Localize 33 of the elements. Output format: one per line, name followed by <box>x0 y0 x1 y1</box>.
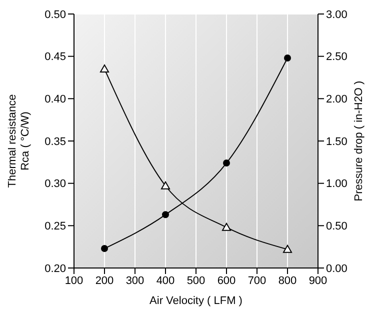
y2-axis-title: Pressure drop ( in-H2O ) <box>353 80 365 202</box>
y-tick-label: 0.20 <box>44 262 66 275</box>
x-tick-label: 200 <box>95 274 114 287</box>
y2-tick-label: 1.00 <box>326 178 348 190</box>
x-tick-label: 900 <box>308 274 328 287</box>
x-tick-label: 700 <box>248 274 266 287</box>
x-tick-label: 600 <box>217 274 236 287</box>
x-tick-label: 500 <box>186 274 206 287</box>
y2-tick-label: 2.50 <box>326 51 348 64</box>
x-tick-label: 100 <box>64 274 84 287</box>
x-tick-label: 400 <box>156 274 175 287</box>
point <box>223 160 230 167</box>
point <box>284 54 291 62</box>
y2-tick-label: 2.00 <box>326 94 348 106</box>
y-tick-label: 0.50 <box>44 8 66 21</box>
point <box>100 64 109 73</box>
x-axis-title: Air Velocity ( LFM ) <box>150 295 242 307</box>
y-tick-label: 0.25 <box>44 220 66 233</box>
y2-tick-label: 0.50 <box>326 220 348 233</box>
x-tick-label: 300 <box>126 274 144 287</box>
x-tick-label: 800 <box>278 274 297 287</box>
point <box>101 245 108 252</box>
y-tick-label: 0.40 <box>44 94 66 106</box>
point <box>161 181 170 190</box>
y2-tick-label: 0.00 <box>326 262 348 275</box>
y-tick-label: 0.30 <box>44 178 66 190</box>
y2-tick-label: 1.50 <box>326 136 348 148</box>
y-tick-label: 0.35 <box>44 136 66 148</box>
point <box>283 244 292 253</box>
y-tick-label: 0.45 <box>44 51 66 64</box>
point <box>222 222 231 231</box>
y2-tick-label: 3.00 <box>326 8 348 21</box>
point <box>162 211 169 218</box>
